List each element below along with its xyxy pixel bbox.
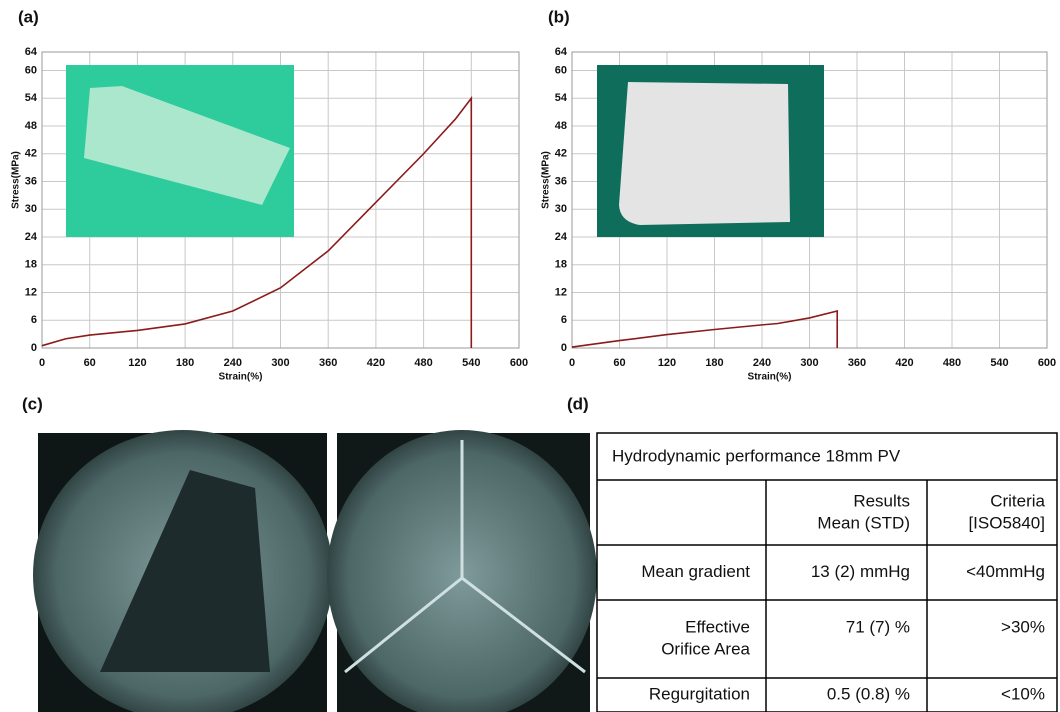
y-tick-label: 48 — [555, 120, 567, 132]
y-tick-label: 24 — [555, 231, 568, 243]
table-title: Hydrodynamic performance 18mm PV — [612, 446, 901, 465]
table-header: Mean (STD) — [817, 513, 910, 532]
x-axis-title: Strain(%) — [748, 372, 792, 383]
x-tick-label: 480 — [943, 357, 961, 369]
panel-label: (a) — [18, 7, 39, 26]
x-tick-label: 60 — [613, 357, 625, 369]
x-tick-label: 180 — [176, 357, 194, 369]
table-cell: Effective — [685, 617, 750, 636]
x-tick-label: 360 — [848, 357, 866, 369]
y-tick-label: 36 — [25, 175, 37, 187]
y-tick-label: 60 — [555, 64, 567, 76]
table-cell: >30% — [1001, 617, 1045, 636]
y-tick-label: 12 — [555, 286, 567, 298]
x-tick-label: 0 — [569, 357, 575, 369]
y-tick-label: 54 — [555, 92, 568, 104]
panel-label: (b) — [548, 7, 570, 26]
y-axis-title: Stress(MPa) — [11, 151, 22, 209]
y-tick-label: 60 — [25, 64, 37, 76]
table-cell: <40mmHg — [966, 562, 1045, 581]
table-cell: Mean gradient — [641, 562, 750, 581]
inset-photo-b — [597, 65, 824, 237]
valve-photo-closed — [327, 430, 597, 712]
x-tick-label: 120 — [658, 357, 676, 369]
valve-photo-open — [33, 430, 333, 712]
y-tick-label: 36 — [555, 175, 567, 187]
y-tick-label: 6 — [31, 314, 37, 326]
x-tick-label: 360 — [319, 357, 337, 369]
x-tick-label: 540 — [462, 357, 480, 369]
inset-photo-a — [66, 65, 294, 237]
x-tick-label: 60 — [84, 357, 96, 369]
y-tick-label: 18 — [555, 259, 567, 271]
x-tick-label: 240 — [753, 357, 771, 369]
x-axis-title: Strain(%) — [219, 372, 263, 383]
data-line — [572, 311, 837, 348]
x-tick-label: 0 — [39, 357, 45, 369]
table-header: Results — [853, 491, 910, 510]
figure: (c) (d) Hydrodynamic performance 18mm PV… — [0, 0, 1060, 712]
table-cell: 71 (7) % — [846, 617, 910, 636]
y-tick-label: 30 — [555, 203, 567, 215]
panel-label: (c) — [22, 394, 43, 413]
y-tick-label: 42 — [25, 148, 37, 160]
table-cell: 13 (2) mmHg — [811, 562, 910, 581]
y-tick-label: 48 — [25, 120, 37, 132]
x-tick-label: 120 — [128, 357, 146, 369]
y-tick-label: 42 — [555, 148, 567, 160]
panel-label: (d) — [567, 394, 589, 413]
x-tick-label: 300 — [271, 357, 289, 369]
y-tick-label: 24 — [25, 231, 38, 243]
y-tick-label: 64 — [25, 46, 38, 58]
y-tick-label: 12 — [25, 286, 37, 298]
x-tick-label: 300 — [800, 357, 818, 369]
table-header: Criteria — [990, 491, 1045, 510]
x-tick-label: 180 — [705, 357, 723, 369]
table-header: [ISO5840] — [968, 513, 1045, 532]
x-tick-label: 240 — [224, 357, 242, 369]
x-tick-label: 420 — [367, 357, 385, 369]
y-tick-label: 0 — [561, 342, 567, 354]
x-tick-label: 420 — [895, 357, 913, 369]
table-cell: 0.5 (0.8) % — [827, 684, 910, 703]
chart: 0 60 120 180 240 300 360 420 480 540 600 0 6 12 18 24 30… — [11, 46, 529, 383]
x-tick-label: 600 — [1038, 357, 1056, 369]
x-tick-label: 480 — [414, 357, 432, 369]
chart: 0 60 120 180 240 300 360 420 480 540 600 0 6 12 18 24 30… — [541, 46, 1057, 383]
table-cell: Orifice Area — [661, 639, 750, 658]
table-cell: Regurgitation — [649, 684, 750, 703]
y-tick-label: 6 — [561, 314, 567, 326]
y-tick-label: 18 — [25, 259, 37, 271]
y-tick-label: 64 — [555, 46, 568, 58]
y-tick-label: 30 — [25, 203, 37, 215]
x-tick-label: 600 — [510, 357, 528, 369]
y-tick-label: 0 — [31, 342, 37, 354]
y-axis-title: Stress(MPa) — [541, 151, 552, 209]
y-tick-label: 54 — [25, 92, 38, 104]
x-tick-label: 540 — [990, 357, 1008, 369]
table-cell: <10% — [1001, 684, 1045, 703]
